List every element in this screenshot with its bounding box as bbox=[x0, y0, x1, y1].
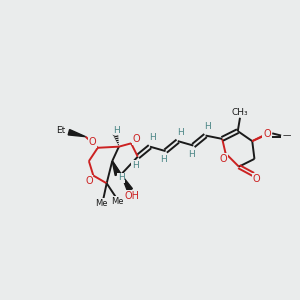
Text: H: H bbox=[149, 133, 156, 142]
Text: Me: Me bbox=[95, 199, 107, 208]
Text: —: — bbox=[283, 132, 291, 141]
Text: O: O bbox=[88, 137, 96, 147]
Text: O: O bbox=[253, 174, 260, 184]
Text: H: H bbox=[132, 161, 139, 170]
Text: —: — bbox=[283, 131, 291, 140]
Text: H: H bbox=[188, 150, 194, 159]
Text: H: H bbox=[118, 173, 124, 182]
Polygon shape bbox=[121, 174, 132, 191]
Text: O: O bbox=[133, 134, 140, 144]
Text: H: H bbox=[160, 155, 167, 164]
Text: O: O bbox=[220, 154, 227, 164]
Text: O: O bbox=[264, 129, 272, 140]
Text: H: H bbox=[204, 122, 211, 131]
Text: Me: Me bbox=[112, 196, 124, 206]
Text: H: H bbox=[113, 125, 120, 134]
Text: OH: OH bbox=[125, 190, 140, 201]
Text: H: H bbox=[177, 128, 183, 137]
Polygon shape bbox=[112, 161, 120, 176]
Text: O: O bbox=[85, 176, 93, 186]
Text: CH₃: CH₃ bbox=[232, 108, 248, 117]
Polygon shape bbox=[68, 130, 86, 137]
Text: O: O bbox=[263, 130, 271, 141]
Text: Et: Et bbox=[56, 125, 66, 134]
